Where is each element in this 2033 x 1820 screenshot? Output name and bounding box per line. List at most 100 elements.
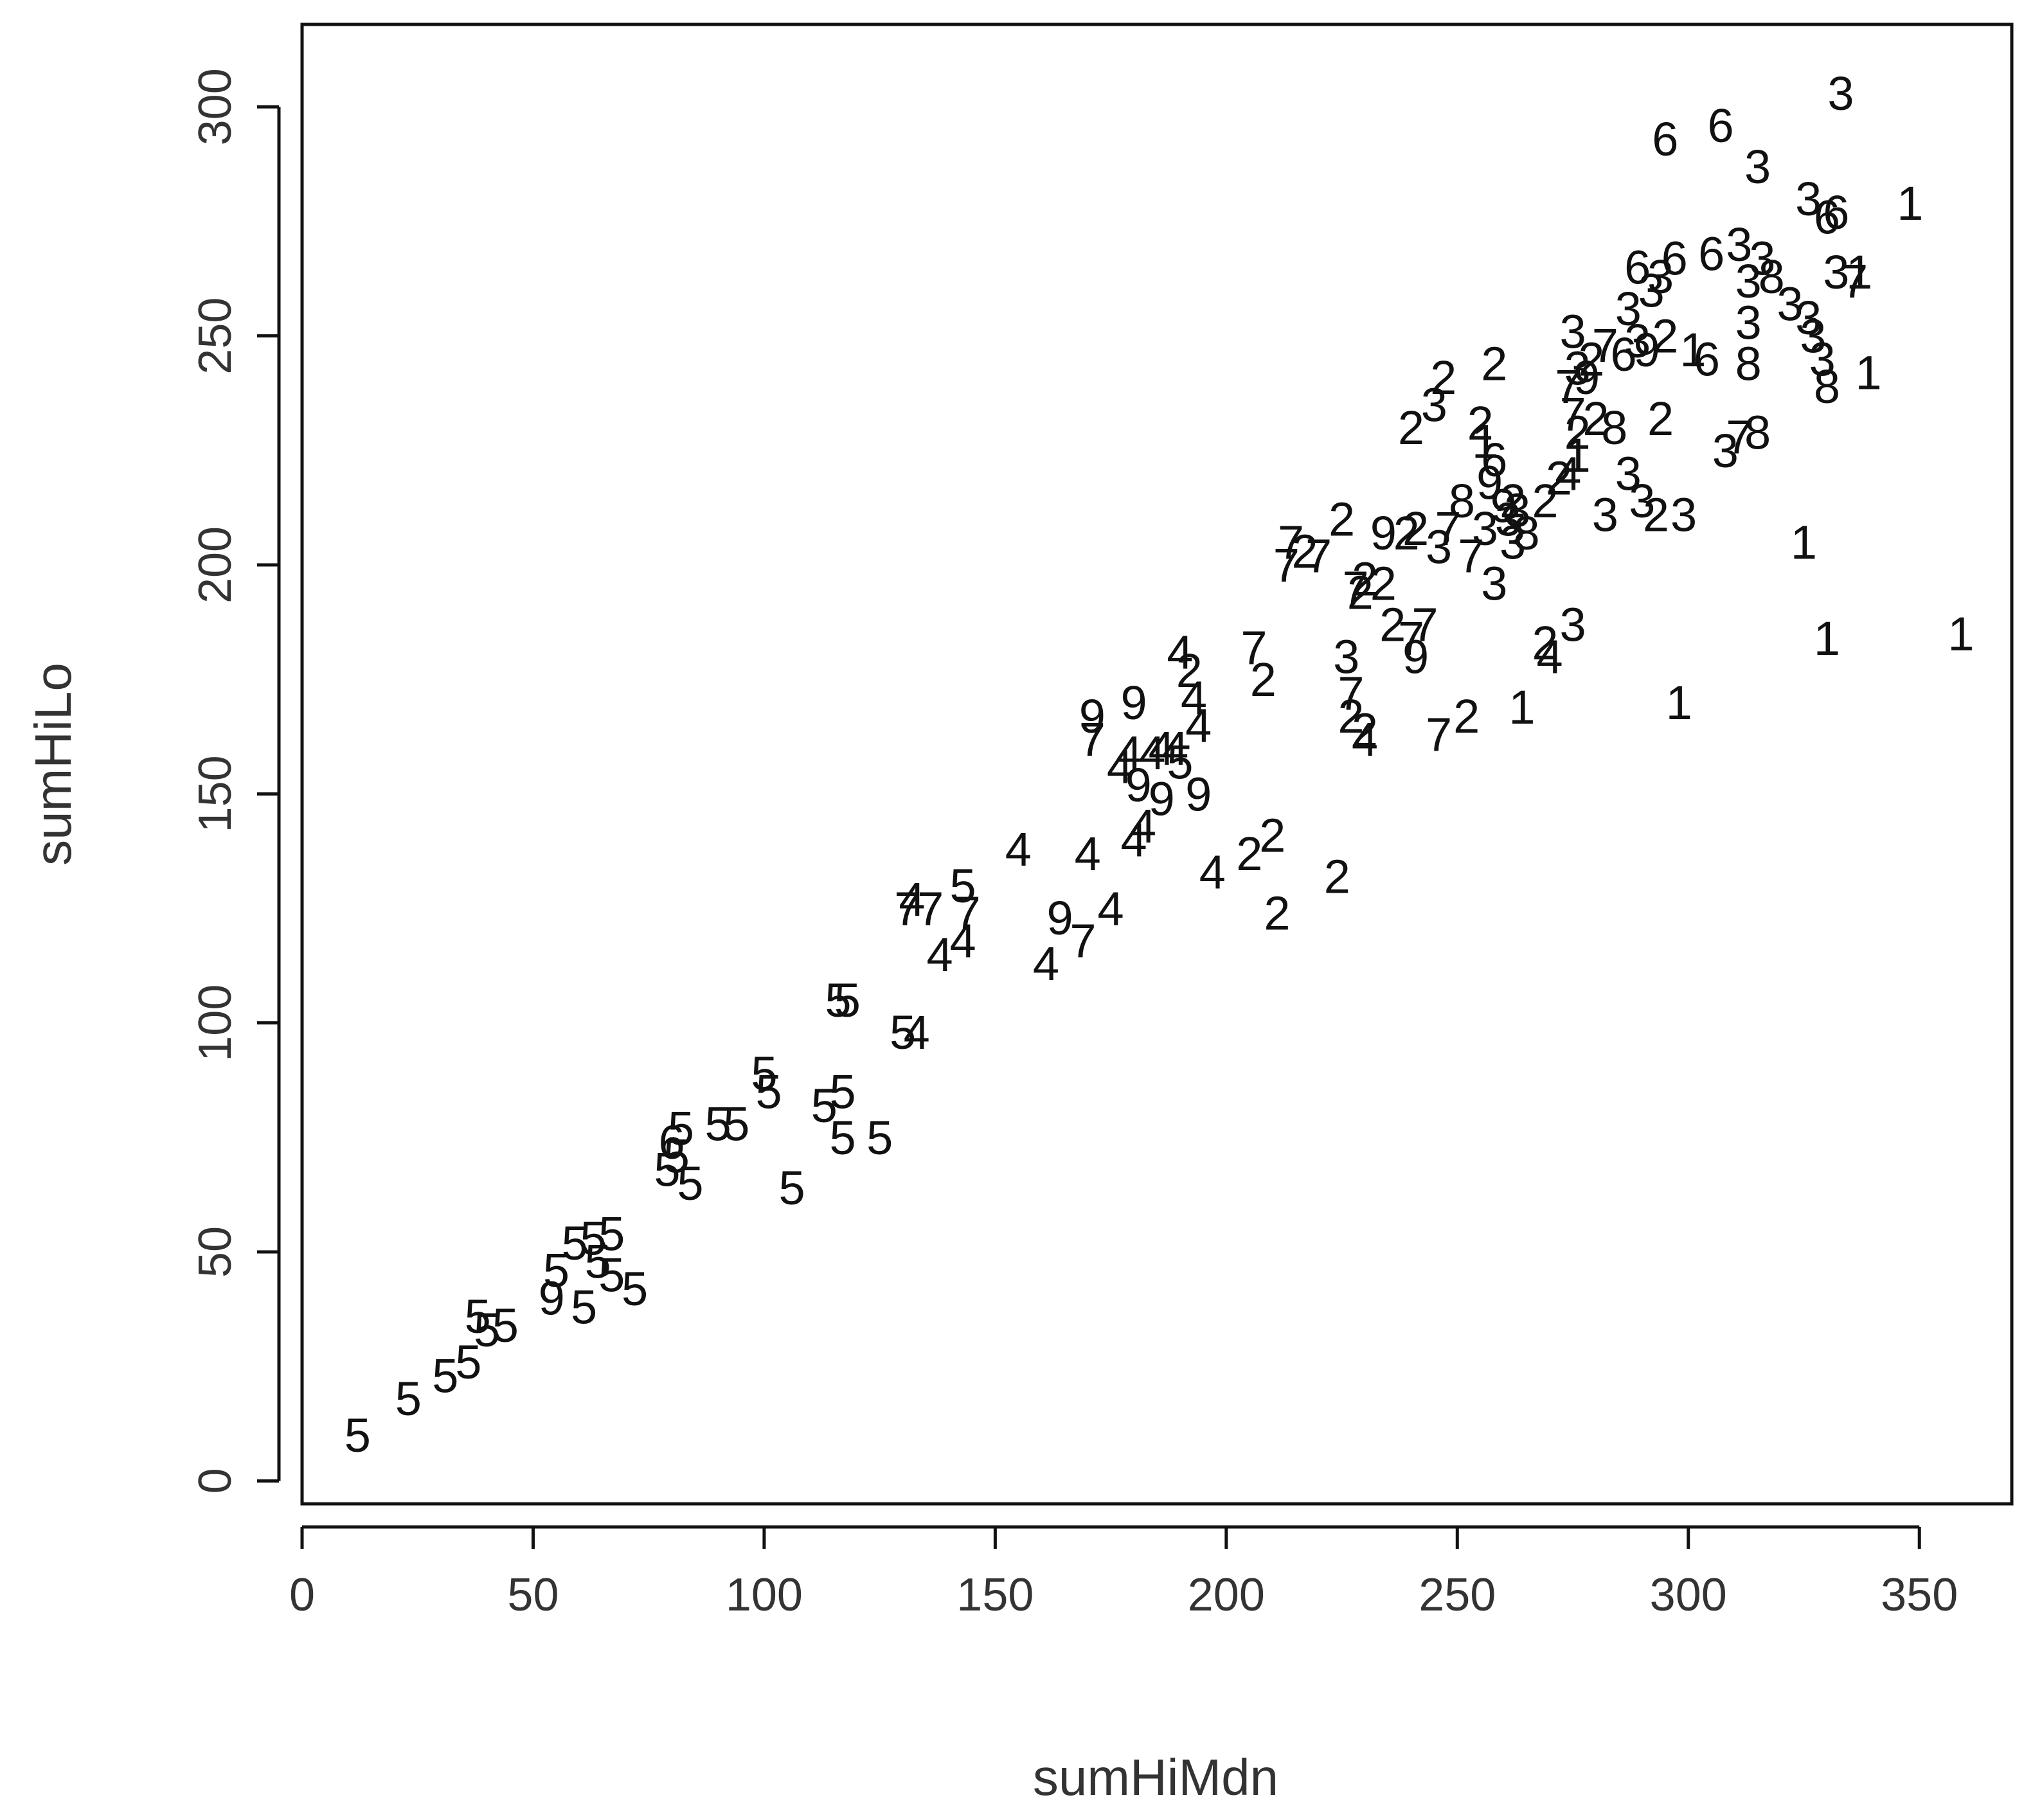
x-tick-label: 250 xyxy=(1419,1569,1496,1621)
point-label: 6 xyxy=(1624,241,1651,294)
point-label: 5 xyxy=(890,1006,916,1059)
point-label: 5 xyxy=(866,1111,893,1164)
point-label: 2 xyxy=(1467,397,1494,450)
x-tick-label: 50 xyxy=(507,1569,559,1621)
point-label: 3 xyxy=(1712,424,1739,477)
point-label: 6 xyxy=(1611,328,1637,381)
point-label: 2 xyxy=(1370,557,1397,610)
point-label: 9 xyxy=(539,1271,565,1325)
point-label: 2 xyxy=(1402,502,1429,555)
point-label: 5 xyxy=(598,1208,625,1261)
point-label: 8 xyxy=(1514,506,1540,560)
point-label: 3 xyxy=(1638,263,1665,317)
point-label: 2 xyxy=(1500,474,1526,528)
point-label: 2 xyxy=(1352,704,1378,757)
point-label: 4 xyxy=(1199,845,1226,898)
point-label: 7 xyxy=(894,882,920,935)
point-label: 4 xyxy=(1181,672,1207,725)
point-label: 7 xyxy=(1079,713,1106,766)
point-label: 1 xyxy=(1564,429,1591,482)
point-label: 4 xyxy=(1537,630,1563,684)
point-label: 4 xyxy=(1555,447,1581,500)
point-label: 6 xyxy=(1481,433,1507,486)
point-label: 7 xyxy=(1338,667,1364,720)
point-label: 5 xyxy=(834,974,861,1027)
point-label: 9 xyxy=(1633,323,1660,377)
point-label: 3 xyxy=(1735,254,1762,308)
point-label: 3 xyxy=(1615,282,1642,335)
point-label: 7 xyxy=(1240,621,1267,674)
point-label: 2 xyxy=(1236,827,1262,880)
point-label: 5 xyxy=(432,1349,458,1402)
point-label: 4 xyxy=(1167,625,1193,679)
point-label: 2 xyxy=(1532,616,1558,670)
point-label: 5 xyxy=(580,1212,606,1265)
point-label: 7 xyxy=(1458,530,1484,583)
point-label: 6 xyxy=(1694,332,1720,386)
point-label: 8 xyxy=(1735,337,1762,390)
point-label: 3 xyxy=(1426,520,1452,573)
x-tick-label: 100 xyxy=(726,1569,803,1621)
point-label: 2 xyxy=(1430,351,1456,404)
point-label: 2 xyxy=(1176,644,1203,697)
point-label: 9 xyxy=(1491,479,1517,532)
point-label: 4 xyxy=(1075,827,1101,880)
y-tick-label: 0 xyxy=(190,1468,241,1494)
point-label: 3 xyxy=(1481,557,1507,610)
point-label: 2 xyxy=(1532,474,1558,528)
point-label: 5 xyxy=(723,1097,749,1150)
point-label: 1 xyxy=(1666,676,1692,729)
point-label: 4 xyxy=(1162,722,1188,775)
point-label: 4 xyxy=(1098,882,1124,935)
point-label: 3 xyxy=(1749,231,1775,285)
point-label: 2 xyxy=(1652,310,1678,363)
point-label: 6 xyxy=(1814,190,1840,244)
y-tick-label: 200 xyxy=(190,526,241,603)
point-label: 2 xyxy=(1338,690,1364,743)
point-label: 3 xyxy=(1592,488,1618,542)
point-label: 2 xyxy=(1264,887,1290,940)
point-label: 9 xyxy=(1370,506,1397,560)
point-label: 5 xyxy=(492,1299,519,1352)
point-label: 4 xyxy=(1139,726,1165,780)
y-tick-label: 250 xyxy=(190,298,241,375)
point-label: 9 xyxy=(1125,758,1152,812)
point-label: 7 xyxy=(1343,562,1369,615)
point-label: 6 xyxy=(1708,99,1734,152)
x-tick-label: 150 xyxy=(956,1569,1034,1621)
point-label: 5 xyxy=(949,859,976,913)
point-label: 7 xyxy=(1592,319,1618,372)
point-label: 8 xyxy=(1449,474,1475,528)
point-label: 3 xyxy=(1564,342,1591,395)
point-label: 3 xyxy=(1624,314,1651,368)
point-label: 5 xyxy=(622,1262,648,1316)
point-label: 5 xyxy=(345,1409,371,1462)
point-label: 5 xyxy=(1167,735,1193,789)
point-label: 2 xyxy=(1582,392,1609,445)
point-label: 1 xyxy=(1472,415,1498,468)
point-label: 3 xyxy=(1735,296,1762,349)
x-tick-label: 200 xyxy=(1188,1569,1265,1621)
point-label: 5 xyxy=(543,1244,569,1298)
point-label: 7 xyxy=(1070,914,1096,967)
point-label: 3 xyxy=(1800,310,1826,363)
point-label: 7 xyxy=(1278,515,1304,569)
point-label: 3 xyxy=(1421,379,1447,432)
plot-frame xyxy=(300,22,2014,1506)
point-label: 3 xyxy=(1744,140,1771,193)
point-label: 1 xyxy=(1509,681,1535,734)
point-label: 4 xyxy=(1033,937,1059,990)
point-label: 3 xyxy=(1647,250,1674,303)
point-label: 2 xyxy=(1379,598,1406,652)
point-label: 3 xyxy=(1615,447,1642,500)
point-label: 2 xyxy=(1352,552,1378,605)
point-label: 8 xyxy=(1744,406,1771,459)
y-tick-label: 100 xyxy=(190,985,241,1062)
point-label: 5 xyxy=(830,1066,856,1119)
point-label: 1 xyxy=(1856,346,1882,400)
y-axis: 0 50 100 150 200 250 300 xyxy=(190,68,281,1494)
point-label: 9 xyxy=(1046,891,1073,945)
point-label: 5 xyxy=(571,1281,597,1334)
point-label: 7 xyxy=(1555,360,1581,413)
